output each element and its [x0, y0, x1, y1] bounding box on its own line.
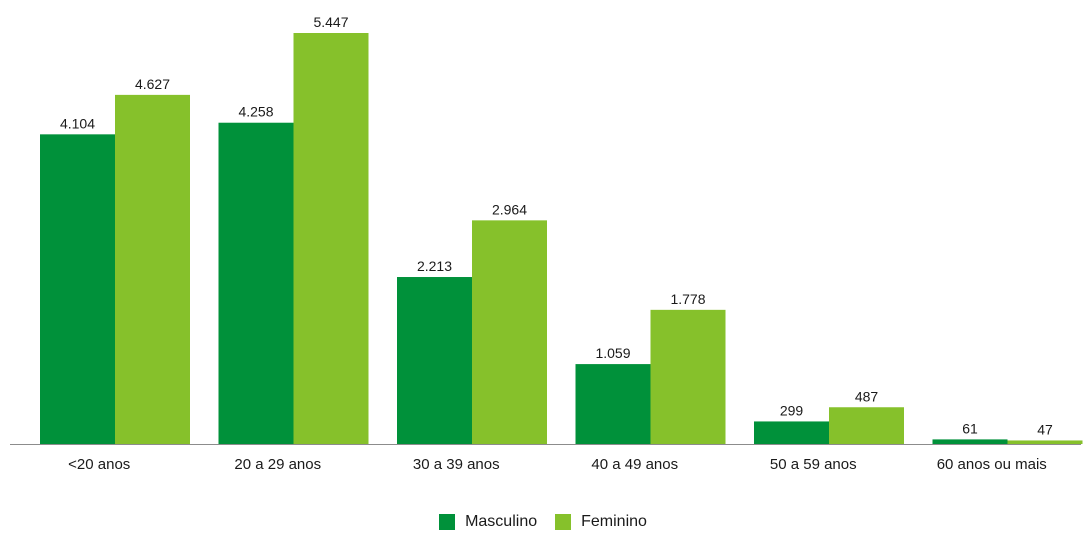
- data-label-feminino-5: 47: [1037, 421, 1053, 437]
- data-label-feminino-3: 1.778: [670, 291, 705, 307]
- x-tick-label-0: <20 anos: [68, 456, 130, 473]
- data-label-masculino-3: 1.059: [595, 345, 630, 361]
- data-label-masculino-2: 2.213: [417, 258, 452, 274]
- data-label-feminino-1: 5.447: [313, 14, 348, 30]
- bar-feminino-3: [650, 309, 726, 444]
- bar-masculino-2: [397, 277, 472, 444]
- bar-feminino-4: [829, 407, 904, 444]
- data-label-feminino-0: 4.627: [135, 76, 170, 92]
- bar-feminino-0: [115, 94, 190, 444]
- bar-masculino-4: [754, 421, 829, 444]
- data-label-masculino-5: 61: [962, 420, 978, 436]
- x-tick-label-5: 60 anos ou mais: [937, 456, 1047, 473]
- data-label-masculino-4: 299: [780, 402, 804, 418]
- x-tick-label-2: 30 a 39 anos: [413, 456, 500, 473]
- bar-feminino-5: [1007, 440, 1083, 444]
- legend: Masculino Feminino: [0, 512, 1086, 532]
- data-label-feminino-4: 487: [855, 388, 879, 404]
- x-tick-label-4: 50 a 59 anos: [770, 456, 857, 473]
- x-tick-label-1: 20 a 29 anos: [234, 456, 321, 473]
- data-label-masculino-0: 4.104: [60, 115, 95, 131]
- bar-masculino-1: [218, 122, 294, 444]
- bar-masculino-0: [40, 134, 115, 444]
- bar-masculino-5: [932, 439, 1008, 444]
- bar-masculino-3: [575, 364, 651, 444]
- legend-label-masculino: Masculino: [465, 513, 538, 530]
- bar-feminino-2: [472, 220, 547, 444]
- bar-feminino-1: [293, 33, 369, 444]
- legend-swatch-feminino: [555, 514, 572, 530]
- legend-item-masculino: Masculino: [439, 513, 537, 531]
- data-label-feminino-2: 2.964: [492, 201, 527, 217]
- legend-swatch-masculino: [439, 514, 456, 530]
- legend-item-feminino: Feminino: [555, 513, 647, 531]
- x-tick-label-3: 40 a 49 anos: [591, 456, 678, 473]
- data-label-masculino-1: 4.258: [238, 104, 273, 120]
- legend-label-feminino: Feminino: [581, 513, 647, 530]
